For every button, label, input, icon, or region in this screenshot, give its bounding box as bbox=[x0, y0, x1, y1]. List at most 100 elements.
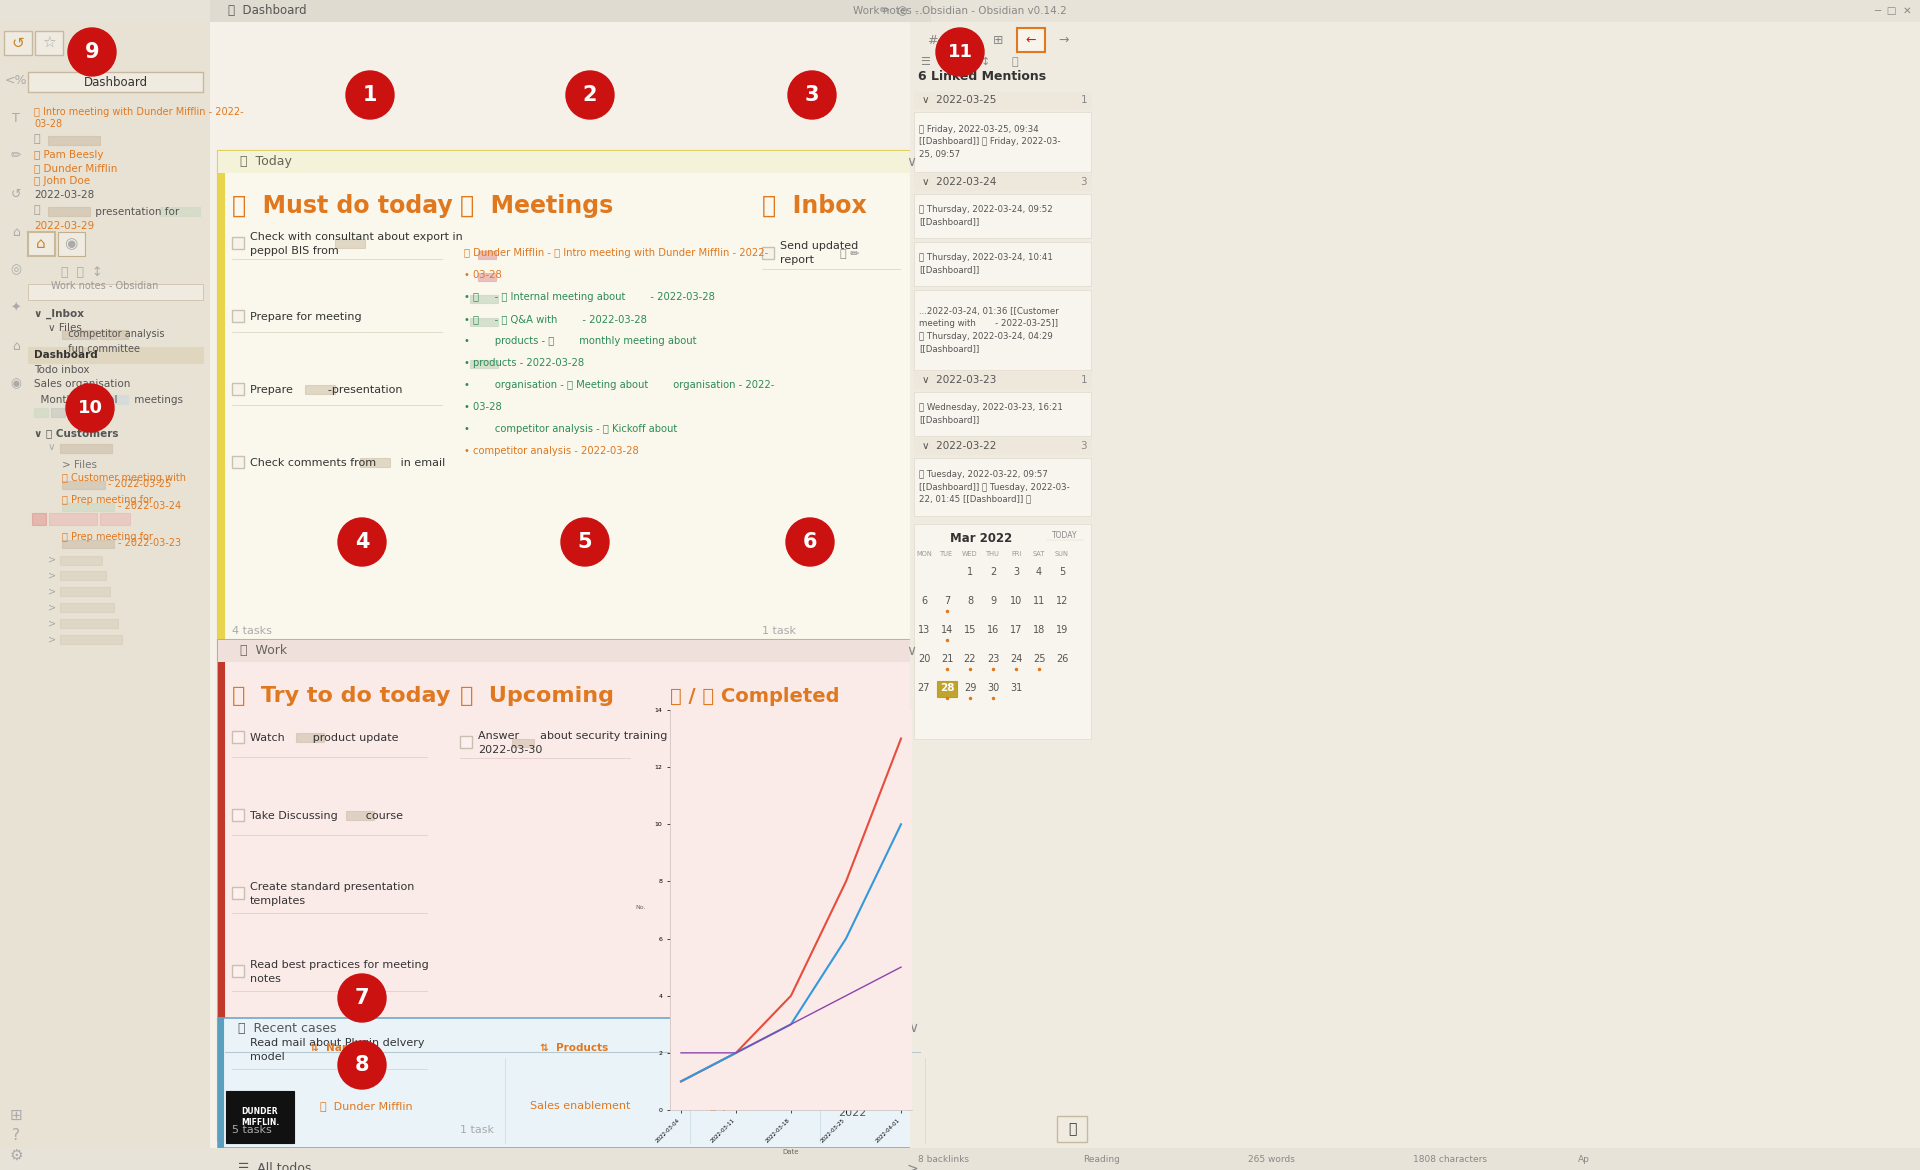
Bar bbox=[914, 92, 1091, 108]
Text: →: → bbox=[1058, 34, 1069, 47]
Text: ∨ _Inbox: ∨ _Inbox bbox=[35, 309, 84, 319]
Bar bbox=[914, 524, 1091, 739]
Text: 8: 8 bbox=[968, 596, 973, 606]
Text: 🤝 Prep meeting for: 🤝 Prep meeting for bbox=[61, 532, 154, 542]
Text: 3: 3 bbox=[1014, 567, 1020, 577]
Text: 10: 10 bbox=[77, 399, 102, 417]
Text: Dashboard: Dashboard bbox=[84, 76, 148, 89]
Text: 🍅 Thursday, 2022-03-24, 10:41
[[Dashboard]]: 🍅 Thursday, 2022-03-24, 10:41 [[Dashboar… bbox=[920, 254, 1052, 275]
Text: Take Discussing        course: Take Discussing course bbox=[250, 811, 403, 821]
Bar bbox=[232, 1042, 244, 1055]
Text: 18: 18 bbox=[1033, 625, 1044, 635]
Bar bbox=[209, 0, 929, 22]
Text: 📄  Dashboard: 📄 Dashboard bbox=[228, 5, 307, 18]
Text: 11: 11 bbox=[1033, 596, 1044, 606]
Text: ✏  ◎  …: ✏ ◎ … bbox=[879, 5, 927, 18]
Bar bbox=[1058, 1116, 1087, 1142]
Text: presentation for: presentation for bbox=[92, 207, 182, 216]
Text: 🤝  Meetings: 🤝 Meetings bbox=[461, 194, 612, 218]
Text: Answer      about security training
2022-03-30: Answer about security training 2022-03-3… bbox=[478, 731, 668, 755]
Bar bbox=[478, 273, 495, 281]
Bar bbox=[60, 619, 117, 628]
Text: ↕: ↕ bbox=[981, 57, 989, 67]
Text: 🏢 Dunder Mifflin: 🏢 Dunder Mifflin bbox=[35, 163, 117, 173]
Text: 14: 14 bbox=[941, 625, 952, 635]
Text: Create standard presentation
templates: Create standard presentation templates bbox=[250, 882, 415, 906]
Bar bbox=[219, 640, 225, 1140]
Bar bbox=[232, 238, 244, 249]
Text: Work notes - Obsidian: Work notes - Obsidian bbox=[52, 281, 159, 291]
Text: ∨ 🏢 Customers: ∨ 🏢 Customers bbox=[35, 428, 119, 438]
Text: 15: 15 bbox=[964, 625, 975, 635]
Text: competitor analysis: competitor analysis bbox=[61, 329, 165, 339]
Text: Watch        product update: Watch product update bbox=[250, 732, 399, 743]
Text: ☰: ☰ bbox=[920, 57, 929, 67]
Text: 🤝 Prep meeting for: 🤝 Prep meeting for bbox=[61, 495, 154, 505]
Bar bbox=[219, 1152, 922, 1170]
Text: Read mail about Plugin delvery
model: Read mail about Plugin delvery model bbox=[250, 1039, 424, 1061]
Text: 03-28: 03-28 bbox=[35, 119, 61, 129]
Bar bbox=[0, 22, 209, 1170]
Text: 1: 1 bbox=[968, 567, 973, 577]
Text: 1 task: 1 task bbox=[461, 1126, 493, 1135]
Text: 🍅 Tuesday, 2022-03-22, 09:57
[[Dashboard]] 🍅 Tuesday, 2022-03-
22, 01:45 [[Dashb: 🍅 Tuesday, 2022-03-22, 09:57 [[Dashboard… bbox=[920, 470, 1069, 503]
Text: ✦: ✦ bbox=[12, 302, 21, 315]
Bar bbox=[232, 456, 244, 468]
Circle shape bbox=[566, 71, 614, 119]
Bar bbox=[219, 640, 922, 1140]
Bar bbox=[35, 30, 63, 55]
Bar bbox=[219, 1018, 922, 1148]
Text: ⌂: ⌂ bbox=[12, 226, 19, 239]
Circle shape bbox=[67, 28, 115, 76]
Bar bbox=[90, 395, 129, 404]
Text: ←: ← bbox=[1025, 34, 1037, 47]
Text: 1: 1 bbox=[1081, 95, 1087, 105]
Text: 9: 9 bbox=[84, 42, 100, 62]
Text: ☰  All todos: ☰ All todos bbox=[238, 1163, 311, 1170]
Bar bbox=[910, 22, 1920, 1170]
Bar bbox=[346, 811, 374, 820]
Text: Reading: Reading bbox=[1083, 1155, 1119, 1163]
Text: 4: 4 bbox=[1037, 567, 1043, 577]
Text: 8: 8 bbox=[355, 1055, 369, 1075]
Bar bbox=[513, 739, 534, 746]
Bar bbox=[227, 1090, 294, 1143]
Bar bbox=[35, 408, 48, 417]
Bar bbox=[937, 681, 956, 697]
Text: ∨: ∨ bbox=[48, 442, 56, 452]
Text: 👆  Must do today: 👆 Must do today bbox=[232, 194, 453, 218]
Bar bbox=[232, 383, 244, 395]
Text: 🧑 John Doe: 🧑 John Doe bbox=[35, 176, 90, 186]
Bar bbox=[33, 512, 46, 525]
Text: 2: 2 bbox=[584, 85, 597, 105]
Text: ∨: ∨ bbox=[908, 1021, 918, 1035]
Bar bbox=[61, 541, 113, 548]
Circle shape bbox=[338, 518, 386, 566]
Text: 🍅 Friday, 2022-03-25, 09:34
[[Dashboard]] 🍅 Friday, 2022-03-
25, 09:57: 🍅 Friday, 2022-03-25, 09:34 [[Dashboard]… bbox=[920, 125, 1060, 159]
Bar bbox=[219, 151, 225, 641]
Text: • 🏢     - 🤝 Q&A with        - 2022-03-28: • 🏢 - 🤝 Q&A with - 2022-03-28 bbox=[465, 314, 647, 324]
Bar bbox=[232, 887, 244, 899]
Text: 🔍: 🔍 bbox=[1012, 57, 1018, 67]
Text: 📄 ✏: 📄 ✏ bbox=[841, 249, 860, 259]
Text: Ap: Ap bbox=[1578, 1155, 1590, 1163]
Bar bbox=[296, 732, 324, 742]
Bar bbox=[60, 556, 102, 565]
Text: ◉: ◉ bbox=[65, 236, 77, 252]
Text: •        competitor analysis - 🤝 Kickoff about: • competitor analysis - 🤝 Kickoff about bbox=[465, 424, 678, 434]
Text: 🤝: 🤝 bbox=[35, 205, 40, 215]
Text: • products - 2022-03-28: • products - 2022-03-28 bbox=[465, 358, 584, 369]
Circle shape bbox=[561, 518, 609, 566]
Text: 🗓  Today: 🗓 Today bbox=[240, 156, 292, 168]
Text: ⇅  Products: ⇅ Products bbox=[540, 1042, 609, 1053]
Text: Prepare          -presentation: Prepare -presentation bbox=[250, 385, 403, 395]
Bar bbox=[914, 457, 1091, 516]
Bar bbox=[914, 372, 1091, 388]
Bar bbox=[914, 242, 1091, 285]
Text: ¶: ¶ bbox=[952, 57, 958, 67]
Text: 27: 27 bbox=[918, 683, 931, 693]
Bar bbox=[29, 284, 204, 300]
Text: 🍅 Wednesday, 2022-03-23, 16:21
[[Dashboard]]: 🍅 Wednesday, 2022-03-23, 16:21 [[Dashboa… bbox=[920, 404, 1064, 425]
Bar bbox=[52, 408, 65, 417]
Text: >: > bbox=[48, 555, 56, 565]
